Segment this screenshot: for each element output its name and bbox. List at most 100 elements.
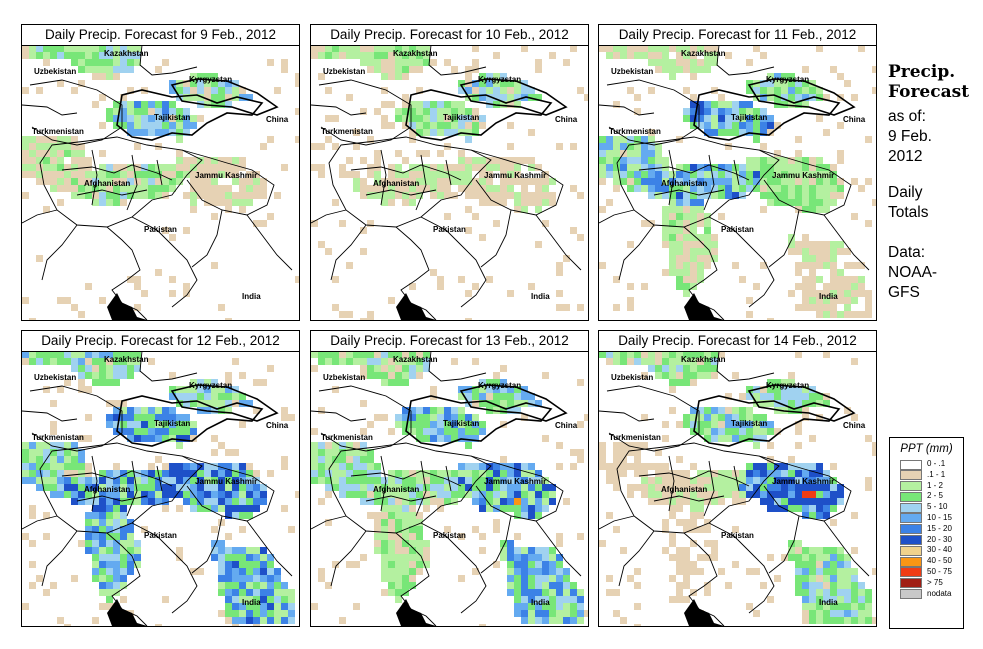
precip-cell [239,178,246,185]
precip-cell [451,477,458,484]
precip-cell [648,185,655,192]
precip-cell [148,192,155,199]
precip-cell [725,185,732,192]
precip-cell [690,463,697,470]
precip-cell [493,519,500,526]
precip-cell [64,491,71,498]
precip-cell [211,94,218,101]
precip-cell [753,178,760,185]
precip-cell [844,582,851,589]
precip-cell [318,456,325,463]
precip-cell [823,554,830,561]
precip-cell [683,220,690,227]
precip-cell [844,283,851,290]
precip-cell [99,533,106,540]
precip-cell [788,101,795,108]
precip-cell [753,164,760,171]
precip-cell [402,491,409,498]
precip-cell [739,428,746,435]
precip-cell [99,150,106,157]
precip-cell [802,568,809,575]
precip-cell [690,379,697,386]
precip-cell [402,199,409,206]
boundary-line [768,515,870,577]
precip-cell [332,442,339,449]
precip-cell [388,192,395,199]
precip-cell [402,59,409,66]
precip-cell [634,94,641,101]
precip-cell [346,311,353,318]
precip-cell [409,66,416,73]
precip-cell [169,421,176,428]
precip-cell [353,129,360,136]
precip-cell [479,477,486,484]
precip-cell [465,206,472,213]
precip-cell [176,477,183,484]
precip-cell [613,526,620,533]
precip-cell [211,470,218,477]
precip-cell [521,178,528,185]
precip-cell [809,575,816,582]
precip-cell [260,582,267,589]
precip-cell [120,59,127,66]
precip-cell [325,136,332,143]
precip-cell [106,351,113,358]
panel-title: Daily Precip. Forecast for 10 Feb., 2012 [311,25,588,46]
precip-cell [479,624,486,626]
precip-cell [767,470,774,477]
precip-cell [134,547,141,554]
precip-cell [556,561,563,568]
precip-cell [528,596,535,603]
precip-cell [120,512,127,519]
precip-cell [120,164,127,171]
precip-cell [802,547,809,554]
precip-cell [71,87,78,94]
precip-cell [325,52,332,59]
precip-cell [402,358,409,365]
precip-cell [332,470,339,477]
precip-cell [669,533,676,540]
precip-cell [395,596,402,603]
precip-cell [360,477,367,484]
precip-cell [367,136,374,143]
precip-cell [267,59,274,66]
precip-cell [402,45,409,52]
precip-cell [141,185,148,192]
precip-cell [29,351,36,358]
precip-cell [92,101,99,108]
precip-cell [542,610,549,617]
precip-cell [816,290,823,297]
precip-cell [500,477,507,484]
precip-cell [823,400,830,407]
precip-cell [444,407,451,414]
precip-cell [809,269,816,276]
precip-cell [190,115,197,122]
precip-cell [809,290,816,297]
precip-cell [92,533,99,540]
precip-cell [514,575,521,582]
precip-cell [500,547,507,554]
precip-cell [514,400,521,407]
precip-cell [395,512,402,519]
boundary-line [480,515,582,577]
precip-cell [774,505,781,512]
precip-cell [204,463,211,470]
precip-cell [528,575,535,582]
precip-cell [162,178,169,185]
precip-cell [218,304,225,311]
precip-cell [767,115,774,122]
precip-cell [395,358,402,365]
map-label-pakistan: Pakistan [144,225,177,234]
precip-cell [155,129,162,136]
precip-cell [760,470,767,477]
precip-cell [816,491,823,498]
precip-cell [395,540,402,547]
precip-cell [148,421,155,428]
precip-cell [353,52,360,59]
precip-cell [29,456,36,463]
precip-cell [29,318,36,320]
precip-cell [500,498,507,505]
precip-cell [120,108,127,115]
precip-cell [423,561,430,568]
precip-cell [190,171,197,178]
